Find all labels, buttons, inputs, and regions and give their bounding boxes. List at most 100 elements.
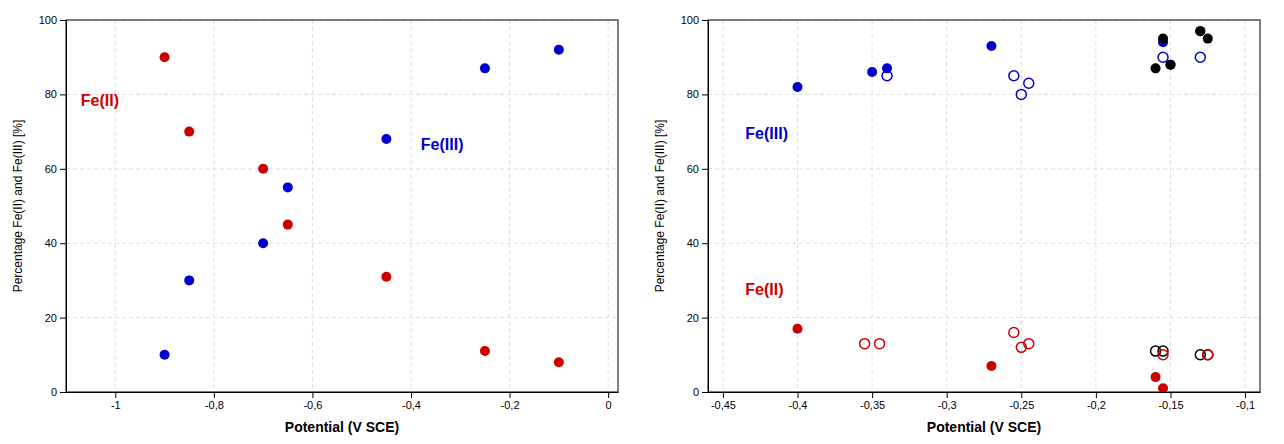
x-grid-line	[1245, 20, 1246, 392]
y-tick-label: 100	[681, 14, 699, 26]
point	[1151, 63, 1161, 73]
point	[381, 272, 391, 282]
y-tick: 60	[45, 163, 66, 175]
x-axis-title: Potential (V SCE)	[927, 419, 1041, 435]
points	[160, 45, 564, 367]
x-tick: -0,6	[303, 392, 322, 411]
point	[1158, 34, 1168, 44]
x-grid-line	[411, 20, 412, 392]
series	[793, 324, 1169, 392]
x-tick: -0,35	[860, 392, 885, 411]
x-grid-line	[1170, 20, 1171, 392]
y-tick-label: 20	[687, 312, 699, 324]
y-tick-mark	[702, 169, 708, 170]
point	[554, 357, 564, 367]
y-axis: 0 20 40 60 80 100	[681, 14, 709, 398]
y-tick-label: 60	[687, 163, 699, 175]
x-tick: -0,15	[1158, 392, 1183, 411]
x-tick-mark	[947, 392, 948, 398]
series	[882, 52, 1205, 99]
open-point	[1158, 52, 1168, 62]
x-tick-mark	[1170, 392, 1171, 398]
open-point	[1016, 89, 1026, 99]
y-grid-line	[66, 317, 618, 318]
annotation: Fe(II)	[745, 281, 783, 298]
panel: -0,45-0,4-0,35-0,3-0,25-0,2-0,15-0,10204…	[653, 14, 1261, 435]
open-point	[1024, 339, 1034, 349]
x-tick-mark	[411, 392, 412, 398]
x-tick-label: -0,2	[501, 399, 520, 411]
series	[1151, 346, 1213, 360]
x-tick-mark	[1245, 392, 1246, 398]
x-tick-label: 0	[606, 399, 612, 411]
x-tick-label: -0,3	[938, 399, 957, 411]
x-tick-label: -0,1	[1236, 399, 1255, 411]
points	[793, 26, 1213, 392]
y-grid-line	[708, 317, 1260, 318]
y-tick: 80	[687, 88, 708, 100]
point	[1165, 60, 1175, 70]
x-grid-line	[312, 20, 313, 392]
x-tick-mark	[608, 392, 609, 398]
point	[160, 52, 170, 62]
x-tick-label: -0,4	[402, 399, 421, 411]
open-point	[1024, 78, 1034, 88]
x-tick-label: -0,4	[789, 399, 808, 411]
point	[793, 324, 803, 334]
x-tick-mark	[1021, 392, 1022, 398]
y-tick: 100	[681, 14, 708, 26]
y-grid-line	[66, 94, 618, 95]
y-tick-label: 60	[45, 163, 57, 175]
y-tick: 40	[687, 237, 708, 249]
point	[283, 220, 293, 230]
x-axis: -0,45-0,4-0,35-0,3-0,25-0,2-0,15-0,1	[709, 392, 1261, 411]
y-tick: 80	[45, 88, 66, 100]
point	[160, 350, 170, 360]
y-tick: 20	[687, 312, 708, 324]
x-axis-title: Potential (V SCE)	[285, 419, 399, 435]
annotation: Fe(III)	[745, 125, 788, 142]
x-tick: -0,4	[789, 392, 808, 411]
chart-canvas: -1-0,8-0,6-0,4-0,20020406080100Fe(II)Fe(…	[0, 0, 1284, 444]
x-tick: -0,4	[402, 392, 421, 411]
x-tick: -0,2	[501, 392, 520, 411]
y-tick-mark	[60, 392, 66, 393]
x-tick: -0,45	[711, 392, 736, 411]
series	[160, 52, 564, 367]
y-tick-label: 40	[687, 237, 699, 249]
x-axis: -1-0,8-0,6-0,4-0,20	[67, 392, 619, 411]
panel: -1-0,8-0,6-0,4-0,20020406080100Fe(II)Fe(…	[11, 14, 619, 435]
x-tick-mark	[798, 392, 799, 398]
annotation: Fe(III)	[421, 136, 464, 153]
x-tick-label: -0,35	[860, 399, 885, 411]
x-tick: -0,8	[205, 392, 224, 411]
y-tick: 0	[693, 386, 708, 398]
x-tick: -0,25	[1009, 392, 1034, 411]
y-tick-mark	[60, 20, 66, 21]
open-point	[1158, 350, 1168, 360]
x-grid-line	[1095, 20, 1096, 392]
annotation: Fe(II)	[81, 92, 119, 109]
point	[1203, 34, 1213, 44]
x-grid-line	[1021, 20, 1022, 392]
x-tick: -0,3	[938, 392, 957, 411]
y-axis: 020406080100	[39, 14, 67, 398]
x-tick-mark	[872, 392, 873, 398]
y-tick-mark	[60, 318, 66, 319]
series	[793, 26, 1206, 92]
x-grid-line	[509, 20, 510, 392]
point	[1151, 372, 1161, 382]
x-tick-mark	[723, 392, 724, 398]
point	[793, 82, 803, 92]
x-tick-mark	[115, 392, 116, 398]
y-tick-mark	[702, 392, 708, 393]
x-grid-line	[946, 20, 947, 392]
y-grid-line	[708, 94, 1260, 95]
y-tick-label: 100	[39, 14, 57, 26]
x-grid-line	[722, 20, 723, 392]
y-tick-mark	[702, 318, 708, 319]
open-point	[1009, 327, 1019, 337]
x-grid-line	[115, 20, 116, 392]
y-tick-mark	[702, 243, 708, 244]
y-tick-label: 80	[687, 88, 699, 100]
